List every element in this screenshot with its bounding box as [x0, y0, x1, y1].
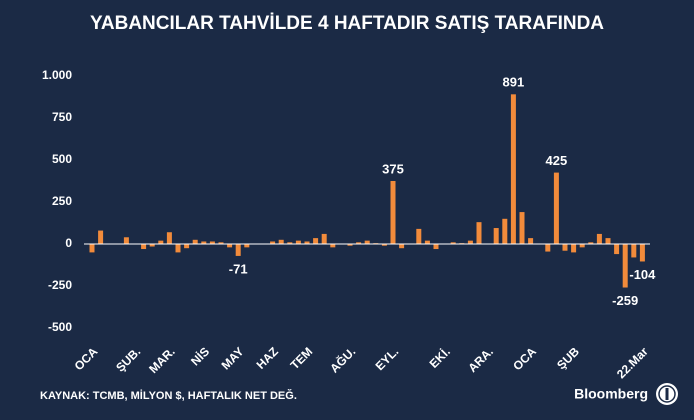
data-label: -104: [629, 267, 656, 282]
bar: [278, 239, 284, 244]
bar: [622, 244, 628, 288]
bar: [562, 244, 568, 251]
chart-title: YABANCILAR TAHVİLDE 4 HAFTADIR SATIŞ TAR…: [90, 13, 604, 34]
bar: [287, 242, 293, 244]
bar: [356, 242, 362, 244]
bar: [519, 212, 525, 244]
bar: [364, 240, 370, 244]
y-tick-label: -500: [48, 320, 72, 334]
bar: [553, 172, 559, 244]
y-tick-label: 0: [65, 236, 72, 250]
bar: [270, 241, 276, 244]
bar: [528, 238, 534, 244]
bar: [416, 228, 422, 244]
bar: [98, 230, 104, 244]
bar: [424, 240, 430, 244]
bar: [218, 242, 224, 244]
bar: [467, 240, 473, 244]
data-label: 891: [503, 75, 525, 90]
bar: [502, 218, 508, 244]
data-label: -71: [229, 261, 248, 276]
bar: [141, 244, 147, 250]
bar: [510, 94, 516, 244]
data-label: 425: [546, 153, 568, 168]
bar: [321, 233, 327, 244]
bar: [184, 244, 190, 249]
y-tick-label: 500: [52, 152, 72, 166]
bar: [571, 244, 577, 253]
bar: [89, 244, 95, 253]
y-tick-label: 1.000: [42, 68, 72, 82]
logo: [656, 383, 678, 405]
bar: [235, 244, 241, 256]
bar: [201, 241, 207, 244]
bar: [313, 238, 319, 244]
bar: [347, 244, 353, 246]
bar: [631, 244, 637, 258]
y-tick-label: -250: [48, 278, 72, 292]
bar: [476, 222, 482, 244]
y-tick-label: 750: [52, 110, 72, 124]
bar: [605, 238, 611, 244]
bar: [166, 232, 172, 244]
bar: [158, 240, 164, 244]
bar: [399, 244, 405, 249]
bar: [639, 244, 645, 262]
bar: [493, 228, 499, 244]
bar: [381, 244, 387, 246]
y-tick-label: 250: [52, 194, 72, 208]
data-label: -259: [612, 293, 638, 308]
bar: [227, 244, 233, 248]
bar: [209, 241, 215, 244]
bar: [149, 244, 155, 247]
bar: [390, 181, 396, 244]
bar: [545, 244, 551, 252]
bar: [123, 237, 129, 244]
bar: [192, 239, 198, 244]
bar: [450, 242, 456, 244]
bar: [588, 242, 594, 244]
bar: [304, 241, 310, 244]
bar: [175, 244, 181, 253]
bar: [433, 244, 439, 250]
bar: [244, 244, 250, 248]
bar: [330, 244, 336, 248]
bar: [596, 233, 602, 244]
bar: [614, 244, 620, 255]
bar: [295, 240, 301, 244]
bar: [579, 244, 585, 248]
brand: Bloomberg: [574, 386, 648, 402]
data-label: 375: [382, 161, 404, 176]
source-note: KAYNAK: TCMB, MİLYON $, HAFTALIK NET DEĞ…: [40, 389, 297, 402]
